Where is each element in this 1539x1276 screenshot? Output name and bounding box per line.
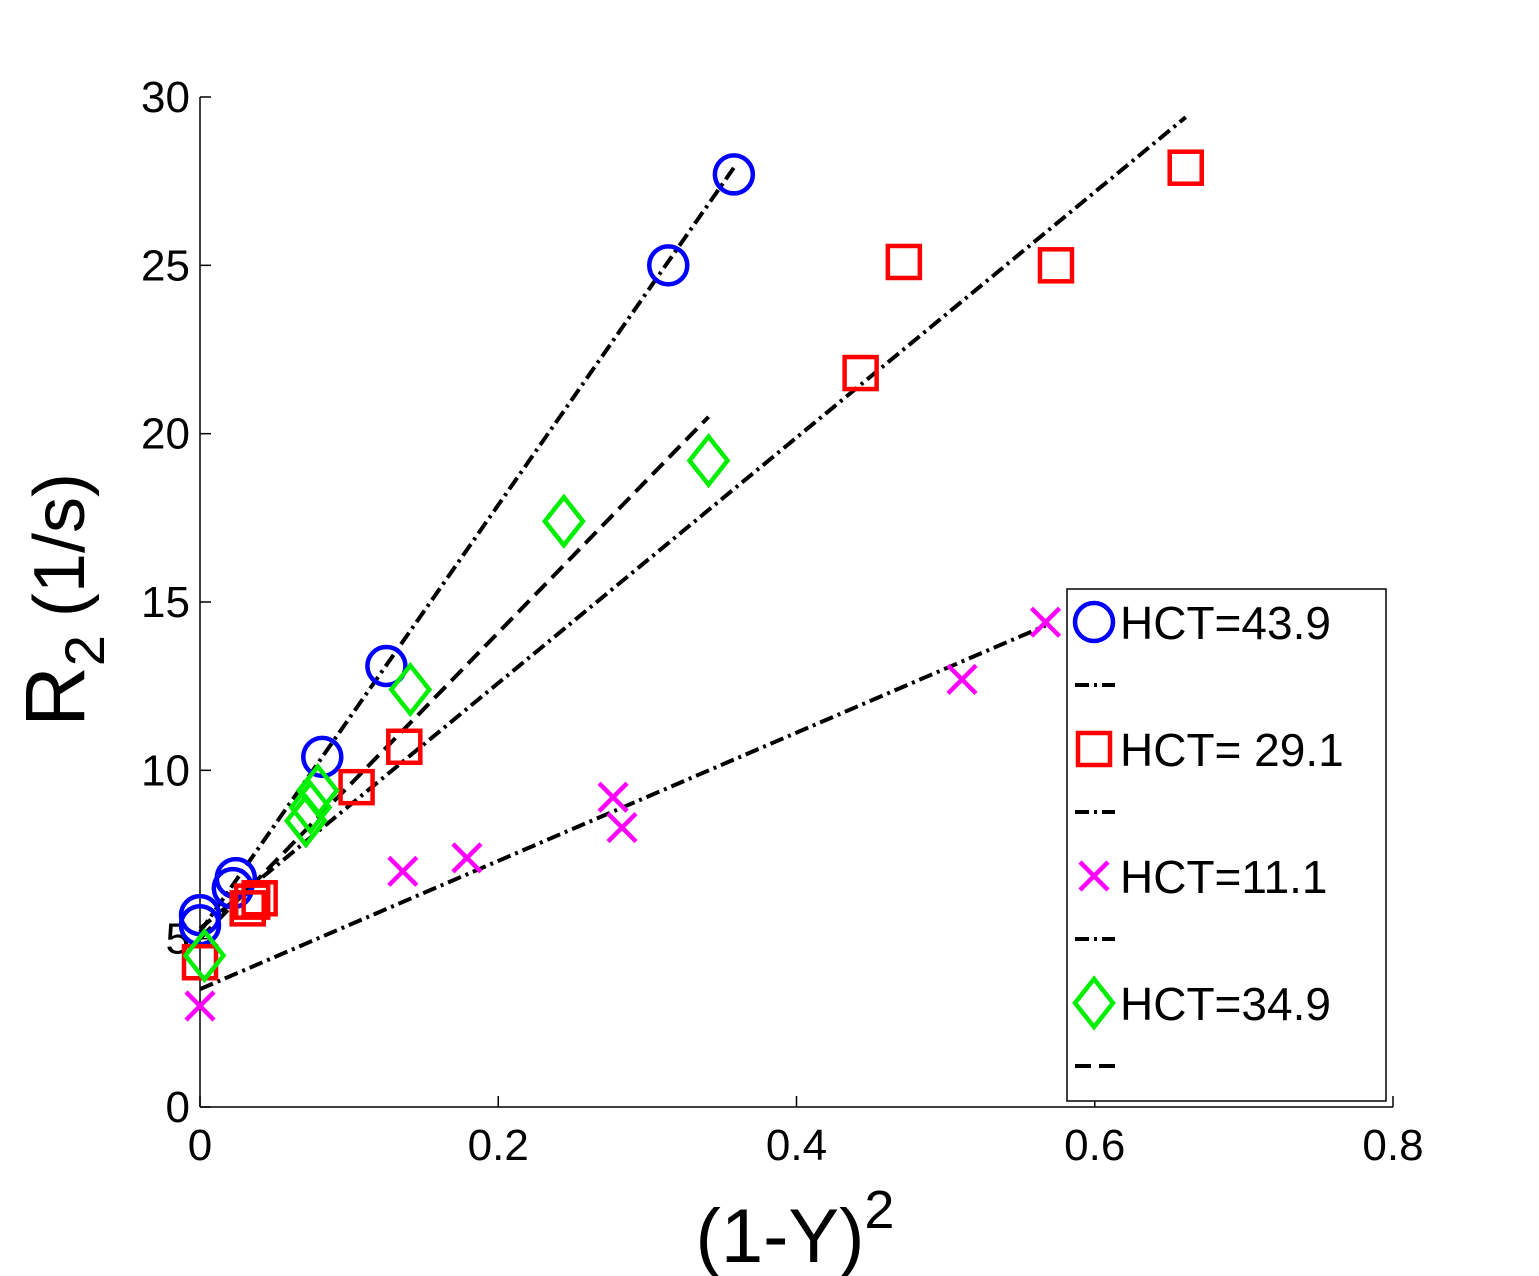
fit-line-square xyxy=(198,115,1187,931)
x-axis-title-superscript: 2 xyxy=(864,1180,894,1240)
data-point-diamond xyxy=(388,661,433,718)
data-point-circle xyxy=(365,644,408,688)
data-point-square xyxy=(842,354,879,392)
data-point-square xyxy=(386,728,423,766)
legend: HCT=43.9 HCT= 29.1 HCT=11.1 HCT=34.9 xyxy=(1066,588,1387,1102)
legend-marker-diamond xyxy=(1072,975,1116,1031)
data-point-circle xyxy=(712,153,756,196)
x-tick-label: 0.4 xyxy=(766,1121,827,1170)
x-axis-title: (1-Y)2 xyxy=(696,1180,895,1276)
data-point-x xyxy=(597,781,629,813)
data-point-diamond xyxy=(182,927,227,984)
fit-line-circle xyxy=(198,166,736,934)
y-axis-title-main: R xyxy=(8,666,102,727)
data-point-x xyxy=(1029,606,1062,638)
data-point-x xyxy=(451,842,483,874)
legend-label: HCT=11.1 xyxy=(1120,851,1328,903)
y-tick-label: 15 xyxy=(141,578,190,627)
fit-line-diamond xyxy=(198,415,710,941)
legend-box xyxy=(1066,588,1387,1102)
x-tick-label: 0 xyxy=(188,1121,212,1170)
data-point-x xyxy=(946,663,978,696)
legend-marker-square xyxy=(1075,730,1113,768)
data-point-x xyxy=(184,990,216,1022)
data-point-square xyxy=(338,768,375,806)
data-markers xyxy=(178,149,1204,1022)
data-point-square xyxy=(241,880,278,917)
data-point-diamond xyxy=(686,432,731,489)
legend-marker-circle xyxy=(1072,600,1116,644)
data-point-square xyxy=(229,890,266,927)
y-tick-label: 20 xyxy=(141,410,190,459)
y-tick-label: 0 xyxy=(166,1083,190,1132)
legend-label: HCT= 29.1 xyxy=(1120,724,1344,776)
x-tick-label: 0.2 xyxy=(468,1121,529,1170)
data-point-square xyxy=(1037,247,1075,284)
data-point-diamond xyxy=(295,762,340,819)
data-point-circle xyxy=(301,735,344,779)
x-tick-label: 0.8 xyxy=(1362,1121,1423,1170)
legend-label: HCT=34.9 xyxy=(1120,978,1331,1030)
data-point-square xyxy=(885,243,923,281)
y-tick-label: 25 xyxy=(141,241,190,290)
legend-marker-x xyxy=(1078,860,1110,892)
x-tick-label: 0.6 xyxy=(1064,1121,1125,1170)
y-tick-label: 10 xyxy=(141,746,190,795)
y-axis-title-unit: (1/s) xyxy=(20,473,100,617)
data-point-diamond xyxy=(288,779,333,835)
data-point-square xyxy=(1167,149,1204,186)
y-axis-title-subscript: 2 xyxy=(53,635,116,666)
data-point-square xyxy=(233,883,271,920)
data-point-circle xyxy=(647,244,690,287)
data-point-diamond xyxy=(541,493,586,549)
x-axis-title-main: (1-Y) xyxy=(696,1194,865,1276)
data-point-x xyxy=(387,855,419,887)
legend-label: HCT=43.9 xyxy=(1120,597,1331,649)
y-tick-label: 30 xyxy=(141,73,190,122)
y-axis-title: R2 (1/s) xyxy=(8,473,116,727)
data-point-x xyxy=(606,811,638,844)
